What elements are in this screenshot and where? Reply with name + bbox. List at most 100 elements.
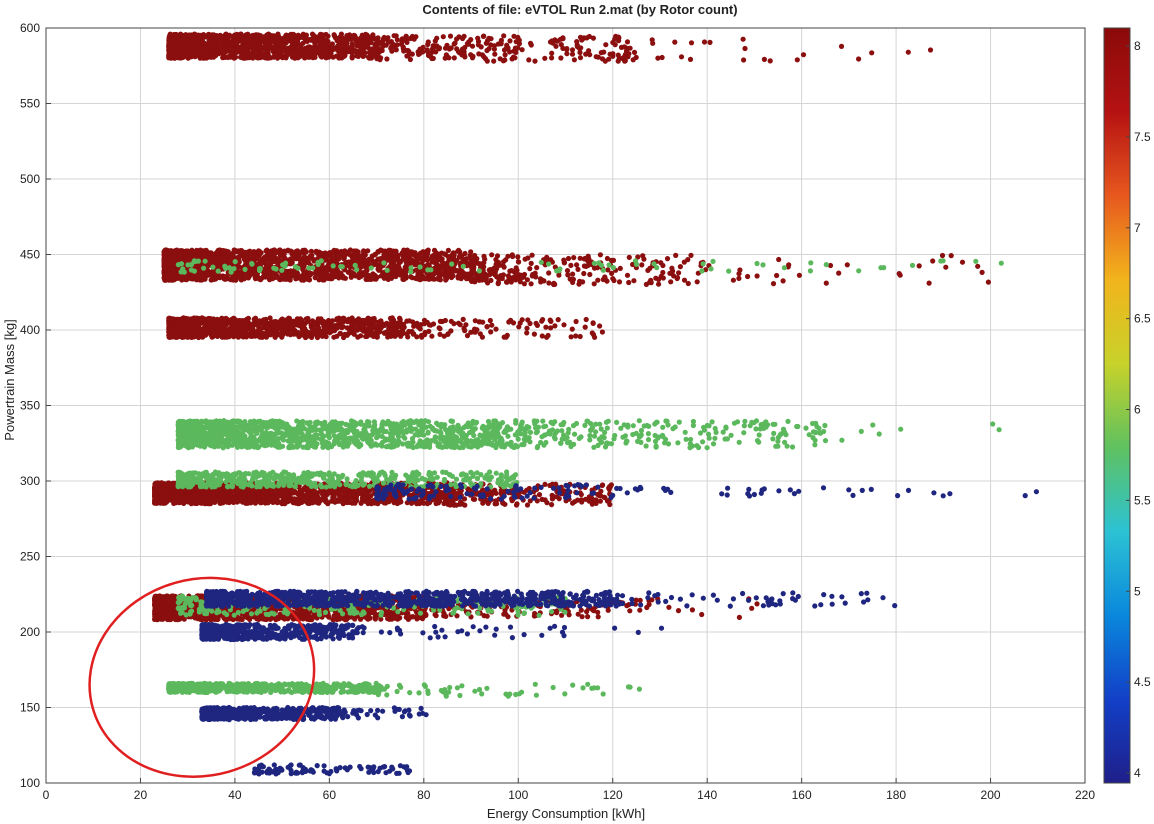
data-point <box>344 40 350 46</box>
data-point <box>585 262 591 269</box>
data-point <box>451 252 457 258</box>
data-point <box>162 250 168 256</box>
data-point <box>844 262 850 268</box>
data-point <box>204 48 210 54</box>
data-point <box>278 40 284 47</box>
data-point <box>626 254 632 260</box>
data-point <box>310 327 316 333</box>
data-point <box>232 34 238 40</box>
data-point <box>468 52 474 58</box>
data-point <box>776 256 782 263</box>
data-point <box>656 281 662 287</box>
data-point <box>263 332 269 338</box>
data-point <box>202 54 208 61</box>
data-point <box>166 325 172 331</box>
data-point <box>796 272 803 278</box>
data-point <box>375 35 381 41</box>
data-point <box>242 329 249 336</box>
data-point <box>549 50 555 56</box>
data-point <box>610 257 617 263</box>
data-point <box>366 55 372 61</box>
data-point <box>610 276 616 282</box>
data-point <box>504 332 510 338</box>
data-point <box>235 320 241 326</box>
data-point <box>402 36 408 42</box>
data-point <box>231 324 237 330</box>
data-point <box>186 32 192 38</box>
data-point <box>386 325 392 332</box>
data-point <box>306 48 312 54</box>
data-point <box>975 263 981 269</box>
data-point <box>487 317 493 324</box>
data-point <box>508 279 514 285</box>
data-point <box>491 58 497 64</box>
data-point <box>484 324 490 330</box>
data-point <box>534 265 540 271</box>
data-point <box>573 318 579 325</box>
data-point <box>285 47 291 53</box>
data-point <box>437 318 443 324</box>
data-point <box>532 58 538 64</box>
data-point <box>247 266 253 272</box>
data-point <box>677 264 684 270</box>
data-point <box>581 270 587 277</box>
data-point <box>197 270 203 276</box>
data-point <box>498 40 504 46</box>
data-point <box>688 40 695 46</box>
data-point <box>358 273 364 279</box>
data-point <box>694 279 700 285</box>
data-point <box>445 254 451 260</box>
data-point <box>916 263 922 269</box>
data-point <box>351 331 357 337</box>
data-point <box>301 254 308 260</box>
data-point <box>397 317 403 323</box>
data-point <box>780 278 786 284</box>
data-point <box>429 333 435 339</box>
data-point <box>482 277 489 283</box>
data-point <box>660 275 666 281</box>
data-point <box>338 319 344 325</box>
data-point <box>558 55 564 61</box>
data-point <box>396 258 402 264</box>
data-point <box>223 46 229 52</box>
data-point <box>512 45 519 51</box>
data-point <box>384 56 390 62</box>
data-point <box>501 33 507 39</box>
data-point <box>422 332 428 338</box>
data-point <box>393 253 399 259</box>
data-point <box>602 58 608 64</box>
data-point <box>526 57 532 63</box>
data-point <box>823 280 829 286</box>
data-point <box>417 255 423 261</box>
data-point <box>582 324 588 330</box>
data-point <box>323 325 329 331</box>
data-point <box>294 37 300 43</box>
data-point <box>184 48 190 54</box>
data-point <box>308 37 314 43</box>
data-point <box>396 269 402 276</box>
data-points <box>152 31 1039 777</box>
grid-lines <box>46 28 1085 783</box>
data-point <box>436 252 442 258</box>
data-point <box>515 259 522 265</box>
data-point <box>355 324 361 330</box>
data-point <box>319 250 325 256</box>
data-point <box>595 277 601 283</box>
data-point <box>238 277 244 283</box>
data-point <box>283 320 289 326</box>
data-point <box>569 326 575 332</box>
data-point <box>291 51 297 57</box>
data-point <box>528 42 534 48</box>
data-point <box>542 55 548 61</box>
data-point <box>224 320 230 326</box>
data-point <box>417 277 423 283</box>
data-point <box>185 53 191 59</box>
data-point <box>688 252 694 258</box>
data-point <box>552 281 558 287</box>
data-point <box>346 249 352 255</box>
data-point <box>437 326 443 332</box>
data-point <box>568 262 574 268</box>
data-point <box>313 248 319 255</box>
data-point <box>513 273 519 279</box>
data-point <box>201 34 207 40</box>
